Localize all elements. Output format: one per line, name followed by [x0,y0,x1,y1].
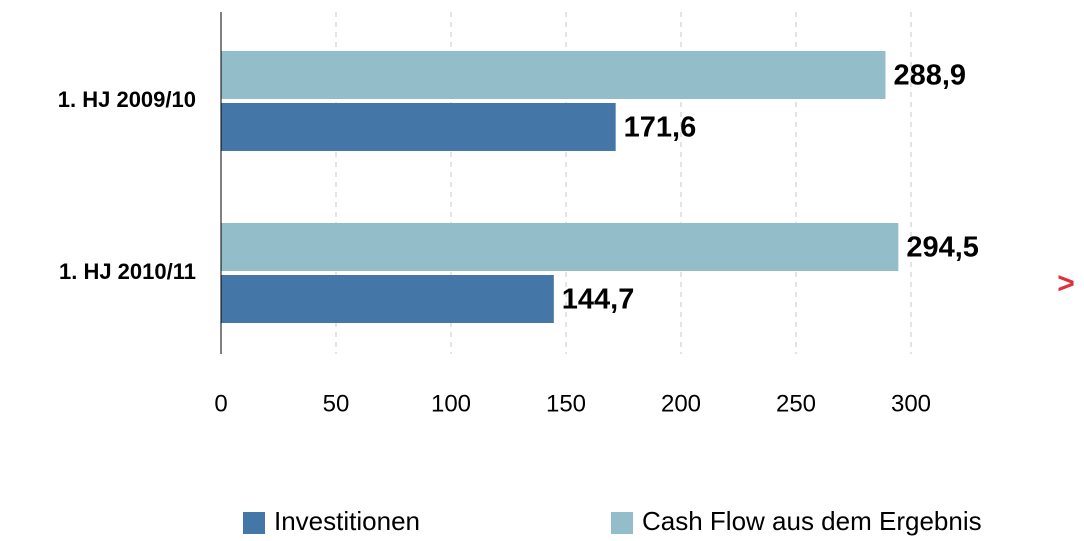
x-tick-label: 0 [214,390,227,417]
x-tick-label: 50 [323,390,350,417]
bar [221,103,616,151]
legend-swatch [611,512,633,534]
bar [221,51,886,99]
bar [221,275,554,323]
legend-label: Investitionen [274,506,420,536]
annotation: > [1057,267,1075,300]
value-label: 171,6 [624,112,697,144]
x-tick-label: 200 [661,390,701,417]
value-label: 288,9 [893,60,966,92]
legend-swatch [243,512,265,534]
y-tick-label: 1. HJ 2010/11 [59,259,196,284]
y-tick-label: 1. HJ 2009/10 [58,87,196,112]
x-tick-label: 100 [431,390,471,417]
bar [221,223,899,271]
legend-label: Cash Flow aus dem Ergebnis [642,506,982,536]
value-label: 144,7 [562,284,635,316]
x-tick-label: 150 [546,390,586,417]
x-tick-label: 250 [776,390,816,417]
value-label: 294,5 [906,232,979,264]
x-tick-label: 300 [891,390,931,417]
